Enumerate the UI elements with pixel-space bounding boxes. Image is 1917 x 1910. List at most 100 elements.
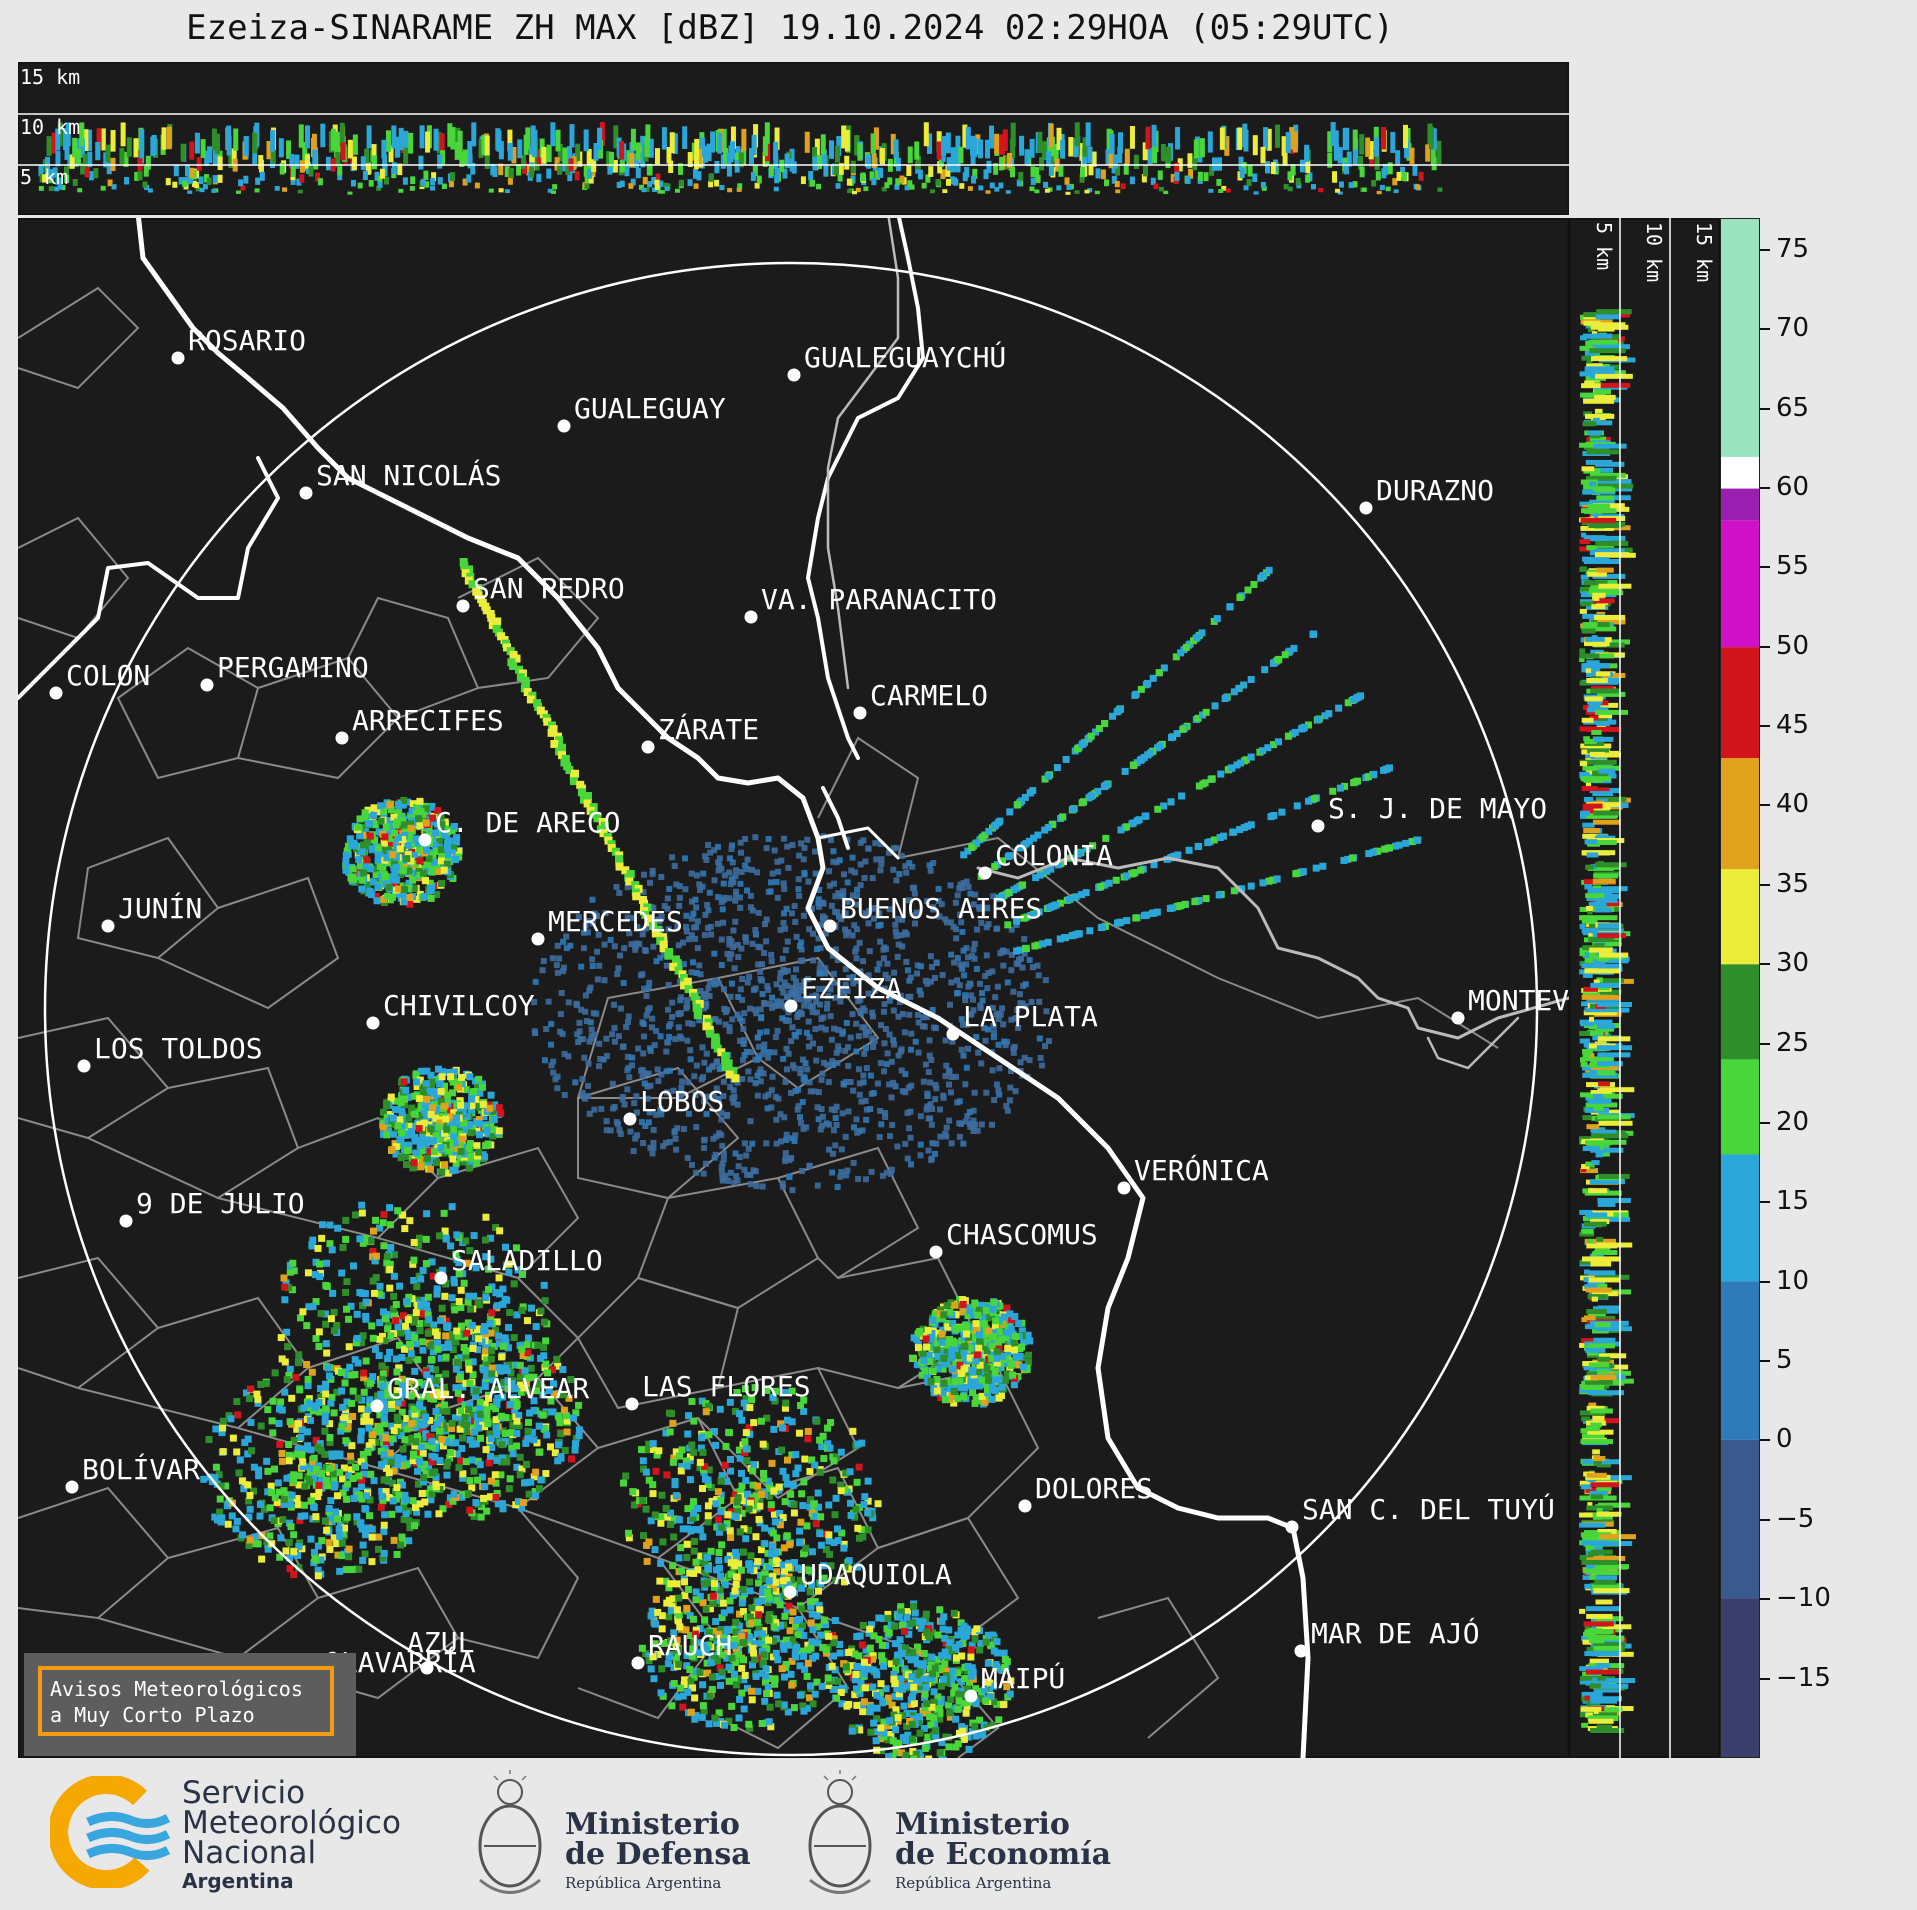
city-marker [1286, 1521, 1299, 1534]
city-marker [336, 732, 349, 745]
city-label: COLONIA [995, 839, 1113, 872]
city-marker [854, 707, 867, 720]
colorbar-tick-label: 45 [1776, 710, 1809, 740]
colorbar-band [1721, 964, 1759, 1059]
city-label: GUALEGUAY [574, 392, 726, 425]
side-label-5km: 5 km [1592, 222, 1616, 270]
city-label: GUALEGUAYCHÚ [804, 340, 1006, 374]
city-marker [965, 1690, 978, 1703]
city-marker [102, 920, 115, 933]
coat-of-arms-icon [470, 1770, 550, 1906]
city-marker [784, 1586, 797, 1599]
city-label: DOLORES [1035, 1472, 1153, 1505]
defensa-line2: de Defensa [565, 1840, 751, 1870]
city-label: EZEIZA [801, 972, 902, 1005]
colorbar-band [1721, 1154, 1759, 1281]
city-marker [201, 679, 214, 692]
city-label: PERGAMINO [217, 651, 369, 684]
city-label: CHIVILCOY [383, 989, 535, 1022]
colorbar-tick-label: 5 [1776, 1345, 1793, 1375]
defensa-line1: Ministerio [565, 1810, 751, 1840]
top-cross-section-panel: 15 km 10 km 5 km [18, 62, 1569, 215]
city-marker [1312, 820, 1325, 833]
city-label: MONTEVIDEO [1468, 984, 1569, 1017]
city-label: MAIPÚ [981, 1661, 1065, 1695]
colorbar-band [1721, 647, 1759, 758]
colorbar-tick-label: 0 [1776, 1424, 1793, 1454]
city-label: LOBOS [640, 1085, 724, 1118]
city-marker [824, 920, 837, 933]
city-marker [532, 933, 545, 946]
city-label: COLON [66, 659, 150, 692]
city-marker [642, 741, 655, 754]
side-label-15km: 15 km [1692, 222, 1716, 282]
colorbar-tick-label: 65 [1776, 393, 1809, 423]
city-label: SAN NICOLÁS [316, 458, 501, 492]
defensa-logo: Ministerio de Defensa República Argentin… [470, 1770, 550, 1910]
smn-line2: Meteorológico [182, 1808, 401, 1838]
colorbar-tick-label: 70 [1776, 313, 1809, 343]
city-label: CHASCOMUS [946, 1218, 1098, 1251]
city-marker [788, 369, 801, 382]
economia-logo: Ministerio de Economía República Argenti… [800, 1770, 880, 1910]
city-marker [1118, 1182, 1131, 1195]
city-marker [558, 420, 571, 433]
city-label: UDAQUIOLA [800, 1558, 952, 1591]
colorbar-band [1721, 520, 1759, 647]
city-marker [419, 834, 432, 847]
smn-line1: Servicio [182, 1778, 401, 1808]
city-label: S. J. DE MAYO [1328, 792, 1547, 825]
city-marker [371, 1400, 384, 1413]
city-label: C. DE ARECO [435, 806, 620, 839]
city-label: VA. PARANACITO [761, 583, 997, 616]
colorbar-tick-label: 30 [1776, 948, 1809, 978]
smn-line3: Nacional [182, 1838, 401, 1868]
colorbar-band [1721, 1440, 1759, 1599]
city-marker [979, 867, 992, 880]
colorbar-tick-label: 25 [1776, 1028, 1809, 1058]
city-label: ARRECIFES [352, 704, 504, 737]
colorbar-tick-label: 40 [1776, 789, 1809, 819]
notice-box[interactable]: Avisos Meteorológicos a Muy Corto Plazo [24, 1653, 356, 1756]
colorbar-tick-label: 60 [1776, 472, 1809, 502]
city-marker [367, 1017, 380, 1030]
smn-wordmark: Servicio Meteorológico Nacional Argentin… [182, 1778, 401, 1894]
city-marker [1019, 1500, 1032, 1513]
city-label: LAS FLORES [642, 1370, 811, 1403]
economia-line2: de Economía [895, 1840, 1111, 1870]
city-marker [1295, 1645, 1308, 1658]
city-marker [930, 1246, 943, 1259]
city-label: BUENOS AIRES [840, 892, 1042, 925]
city-marker [50, 687, 63, 700]
city-marker [435, 1272, 448, 1285]
footer: Servicio Meteorológico Nacional Argentin… [0, 1760, 1917, 1909]
city-label: 9 DE JULIO [136, 1187, 305, 1220]
colorbar-tick-label: 75 [1776, 234, 1809, 264]
city-label: JUNÍN [118, 891, 202, 925]
economia-line1: Ministerio [895, 1810, 1111, 1840]
city-marker [1452, 1012, 1465, 1025]
colorbar-band [1721, 1281, 1759, 1440]
city-marker [172, 352, 185, 365]
city-marker [632, 1657, 645, 1670]
city-label: DURAZNO [1376, 474, 1494, 507]
colorbar-band [1721, 758, 1759, 869]
smn-line4: Argentina [182, 1868, 401, 1894]
city-marker [947, 1028, 960, 1041]
colorbar-band [1721, 457, 1759, 489]
coat-of-arms-icon [800, 1770, 880, 1906]
city-label: MAR DE AJÓ [1311, 1616, 1480, 1650]
defensa-line3: República Argentina [565, 1874, 751, 1892]
side-label-10km: 10 km [1642, 222, 1666, 282]
city-marker [626, 1398, 639, 1411]
city-label: VERÓNICA [1134, 1153, 1269, 1187]
colorbar-band [1721, 489, 1759, 521]
city-marker [457, 600, 470, 613]
colorbar-tick-label: 50 [1776, 631, 1809, 661]
city-label: LOS TOLDOS [94, 1032, 263, 1065]
city-label: SAN C. DEL TUYÚ [1302, 1492, 1555, 1526]
notice-line1: Avisos Meteorológicos [50, 1677, 303, 1701]
side-cross-section-panel: 5 km 10 km 15 km [1569, 218, 1720, 1758]
